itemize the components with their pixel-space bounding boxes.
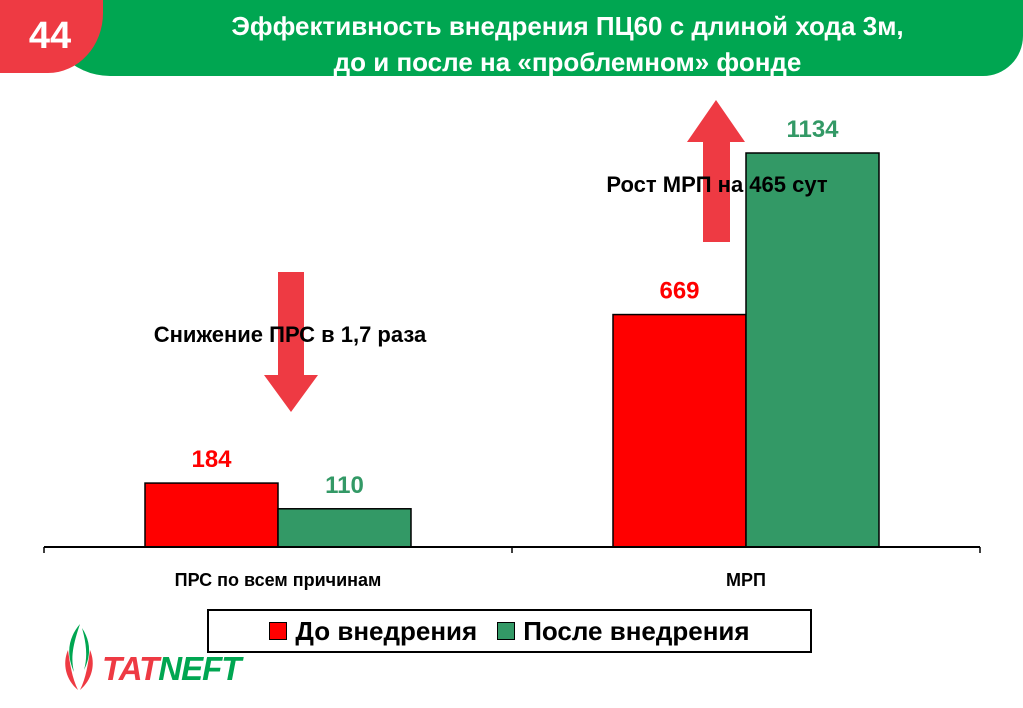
- annotation-mrp-growth: Рост МРП на 465 сут: [606, 172, 828, 197]
- x-tick-label-0: ПРС по всем причинам: [175, 570, 382, 590]
- legend-item-after: После внедрения: [497, 615, 750, 647]
- down-arrow-icon: [264, 272, 318, 412]
- slide-number-badge: 44: [0, 0, 103, 73]
- logo-text-tat: TAT: [102, 650, 159, 687]
- data-label-after-0: 110: [325, 472, 364, 499]
- legend-item-before: До внедрения: [269, 616, 477, 647]
- title-line-1: Эффективность внедрения ПЦ60 с длиной хо…: [231, 11, 904, 41]
- logo-text-neft: NEFT: [158, 650, 241, 687]
- data-label-before-0: 184: [191, 446, 232, 473]
- logo-wordmark: TATNEFT: [102, 650, 241, 688]
- header-bar: [40, 0, 1023, 76]
- bar-before-1: [612, 313, 747, 548]
- data-label-after-1: 1134: [786, 116, 839, 143]
- x-tick-label-1: МРП: [726, 570, 766, 590]
- bar-after-0: [277, 508, 412, 548]
- slide-title: Эффективность внедрения ПЦ60 с длиной хо…: [125, 8, 1010, 80]
- bar-after-1: [745, 152, 880, 548]
- legend-label-before: До внедрения: [295, 615, 478, 646]
- data-label-before-1: 669: [659, 278, 699, 305]
- legend: До внедрения После внедрения: [207, 609, 812, 653]
- annotation-prs-decrease: Снижение ПРС в 1,7 раза: [154, 322, 427, 347]
- legend-swatch-before: [269, 622, 288, 640]
- tatneft-logo: TATNEFT: [60, 620, 290, 695]
- legend-label-after: После внедрения: [523, 615, 750, 646]
- slide-number: 44: [28, 15, 72, 57]
- title-line-2: до и после на «проблемном» фонде: [333, 47, 802, 77]
- logo-flame-icon: [65, 624, 93, 690]
- bar-before-0: [144, 482, 279, 548]
- legend-swatch-after: [497, 622, 516, 640]
- up-arrow-icon: [687, 100, 745, 242]
